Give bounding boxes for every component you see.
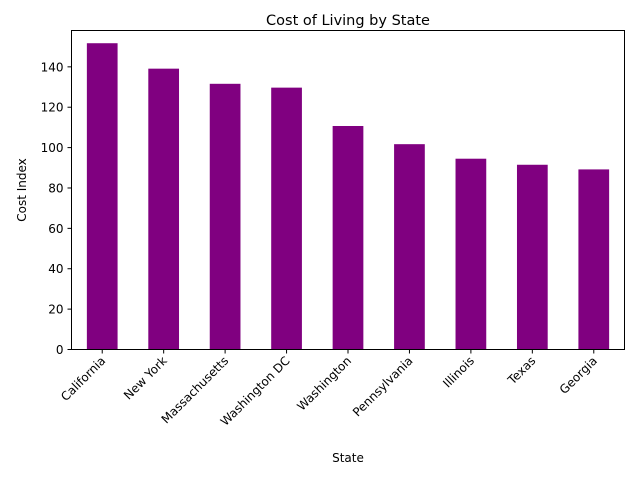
bar-washington	[332, 125, 364, 350]
chart-title: Cost of Living by State	[266, 13, 430, 29]
bar-georgia	[578, 169, 610, 350]
bars-group	[86, 43, 610, 350]
x-tick-label: Texas	[504, 354, 538, 388]
y-tick-label: 40	[48, 262, 63, 276]
bar-illinois	[455, 158, 487, 350]
y-tick-label: 100	[41, 141, 64, 155]
x-tick-label: Illinois	[440, 354, 477, 391]
bar-pennsylvania	[394, 144, 425, 350]
x-axis-ticks: California New YorkMassachusettsWashingto…	[58, 349, 600, 429]
bar-washington-dc	[271, 87, 302, 350]
bar-massachusetts	[209, 83, 241, 350]
x-tick-label: Georgia	[557, 354, 600, 397]
x-axis-label: State	[332, 451, 364, 465]
x-tick-label: Washington	[294, 354, 354, 414]
bar-texas	[516, 164, 548, 350]
x-tick-label: New York	[121, 354, 170, 403]
y-tick-label: 80	[48, 181, 63, 195]
y-tick-label: 120	[41, 101, 64, 115]
x-tick-label: Pennsylvania	[350, 354, 416, 420]
plot-frame	[71, 30, 625, 350]
bar-new-york	[148, 68, 180, 350]
y-axis-label: Cost Index	[15, 158, 29, 222]
x-tick-label: California	[58, 354, 108, 404]
y-tick-label: 60	[48, 222, 63, 236]
y-tick-label: 140	[41, 60, 64, 74]
y-axis-ticks: 0 20 40 60 80 100 120 140	[41, 60, 72, 357]
y-tick-label: 0	[56, 343, 64, 357]
y-tick-label: 20	[48, 303, 63, 317]
bar-california	[86, 43, 118, 350]
